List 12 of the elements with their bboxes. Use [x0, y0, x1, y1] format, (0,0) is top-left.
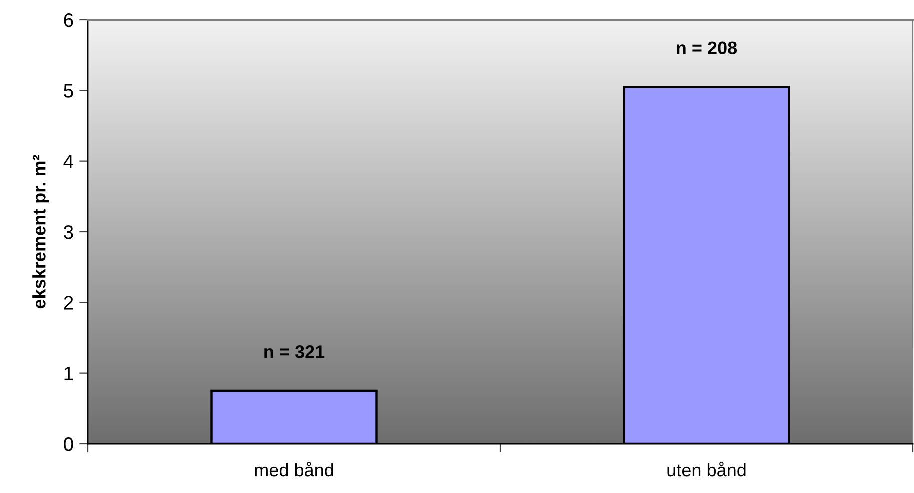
annotation: n = 208 [677, 42, 738, 54]
y-tick-label: 0 [64, 437, 74, 452]
y-tick-label: 4 [64, 155, 74, 168]
y-axis-title: ekskrement pr. m² [32, 155, 50, 309]
x-tick-label: uten bånd [668, 462, 746, 477]
y-tick-label: 6 [64, 13, 74, 28]
x-tick-label: med bånd [255, 462, 334, 477]
y-tick-label: 2 [64, 296, 74, 310]
y-tick-label: 1 [64, 367, 74, 380]
y-tick-label: 5 [64, 84, 74, 98]
y-tick-label: 3 [64, 225, 74, 240]
annotation: n = 321 [264, 346, 325, 358]
